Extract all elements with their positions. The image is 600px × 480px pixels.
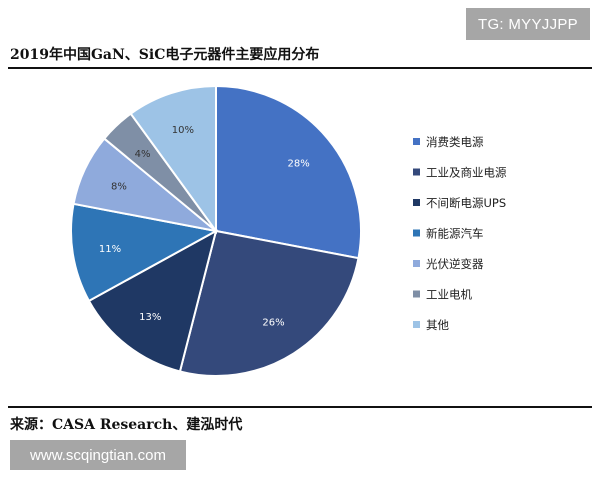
pie-slice-1 xyxy=(178,229,360,377)
legend-label-1: 工业及商业电源 xyxy=(426,166,507,180)
legend-swatch-0 xyxy=(413,138,420,145)
source-divider xyxy=(8,406,592,408)
slice-label-1: 26% xyxy=(262,318,284,329)
legend-label-6: 其他 xyxy=(426,318,449,332)
legend-label-5: 工业电机 xyxy=(426,288,472,302)
pie-slice-3 xyxy=(70,202,219,303)
watermark-top-badge: TG: MYYJJPP xyxy=(466,8,590,40)
legend-swatch-4 xyxy=(413,260,420,267)
legend-swatch-6 xyxy=(413,321,420,328)
legend-swatch-2 xyxy=(413,199,420,206)
slice-label-3: 11% xyxy=(99,244,121,255)
source-note: 来源：CASA Research、建泓时代 xyxy=(10,417,243,433)
slice-label-5: 4% xyxy=(135,149,151,160)
title-divider xyxy=(8,67,592,69)
legend-label-0: 消费类电源 xyxy=(426,135,484,149)
pie-slice-0 xyxy=(215,84,362,260)
legend-swatch-1 xyxy=(413,168,420,176)
slice-label-2: 13% xyxy=(139,312,161,323)
chart-title: 2019年中国GaN、SiC电子元器件主要应用分布 xyxy=(10,47,320,63)
legend-label-3: 新能源汽车 xyxy=(426,227,484,241)
legend-label-2: 不间断电源UPS xyxy=(426,196,506,210)
slice-label-4: 8% xyxy=(111,181,127,192)
watermark-bottom-badge: www.scqingtian.com xyxy=(10,440,186,470)
pie-slice-6 xyxy=(129,84,217,235)
legend-swatch-5 xyxy=(413,290,420,298)
legend-label-4: 光伏逆变器 xyxy=(426,257,484,271)
legend-swatch-3 xyxy=(413,229,420,237)
pie-slice-2 xyxy=(87,229,218,373)
slice-label-6: 10% xyxy=(172,125,194,136)
slice-label-0: 28% xyxy=(288,159,310,170)
